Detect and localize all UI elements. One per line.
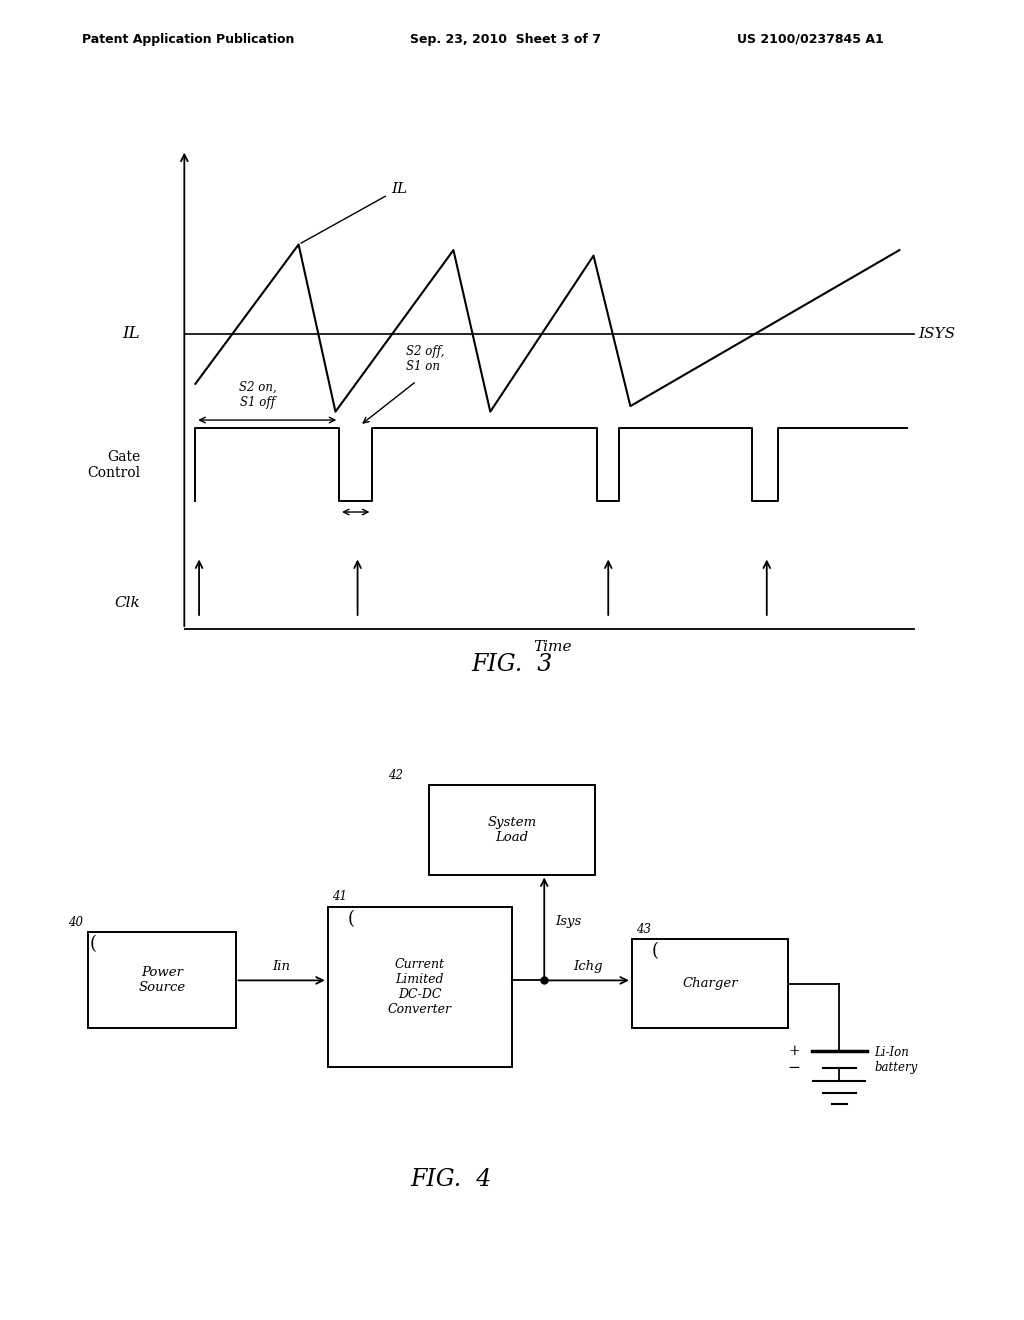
- Bar: [632, 939, 788, 1028]
- Text: S2 on,
S1 off: S2 on, S1 off: [240, 381, 276, 409]
- Text: S2 off,
S1 on: S2 off, S1 on: [406, 345, 444, 372]
- Text: (: (: [348, 909, 355, 928]
- Text: IL: IL: [123, 325, 140, 342]
- Text: FIG.  3: FIG. 3: [471, 653, 553, 676]
- Text: (: (: [652, 942, 659, 960]
- Text: Ichg: Ichg: [573, 960, 603, 973]
- Text: Current
Limited
DC-DC
Converter: Current Limited DC-DC Converter: [388, 958, 452, 1016]
- Text: −: −: [787, 1061, 801, 1076]
- Text: +: +: [788, 1044, 801, 1057]
- Text: Clk: Clk: [115, 595, 140, 610]
- Text: ISYS: ISYS: [918, 326, 955, 341]
- Text: Isys: Isys: [555, 915, 582, 928]
- Text: Power
Source: Power Source: [138, 966, 185, 994]
- Text: Time: Time: [534, 640, 572, 655]
- Text: 43: 43: [637, 923, 651, 936]
- Text: (: (: [90, 936, 97, 953]
- Text: 40: 40: [69, 916, 84, 929]
- Text: IL: IL: [301, 182, 407, 243]
- Text: US 2100/0237845 A1: US 2100/0237845 A1: [737, 33, 884, 46]
- Text: 41: 41: [332, 891, 347, 903]
- Text: Iin: Iin: [272, 960, 291, 973]
- Text: FIG.  4: FIG. 4: [410, 1168, 492, 1191]
- Text: Li-Ion
battery: Li-Ion battery: [874, 1045, 918, 1073]
- Text: Charger: Charger: [682, 977, 738, 990]
- Text: 42: 42: [387, 768, 402, 781]
- Bar: [328, 907, 512, 1067]
- Bar: [88, 932, 236, 1028]
- Text: Patent Application Publication: Patent Application Publication: [82, 33, 294, 46]
- Text: Gate
Control: Gate Control: [87, 450, 140, 479]
- Text: Sep. 23, 2010  Sheet 3 of 7: Sep. 23, 2010 Sheet 3 of 7: [410, 33, 601, 46]
- Bar: [429, 785, 595, 875]
- Text: System
Load: System Load: [487, 816, 537, 843]
